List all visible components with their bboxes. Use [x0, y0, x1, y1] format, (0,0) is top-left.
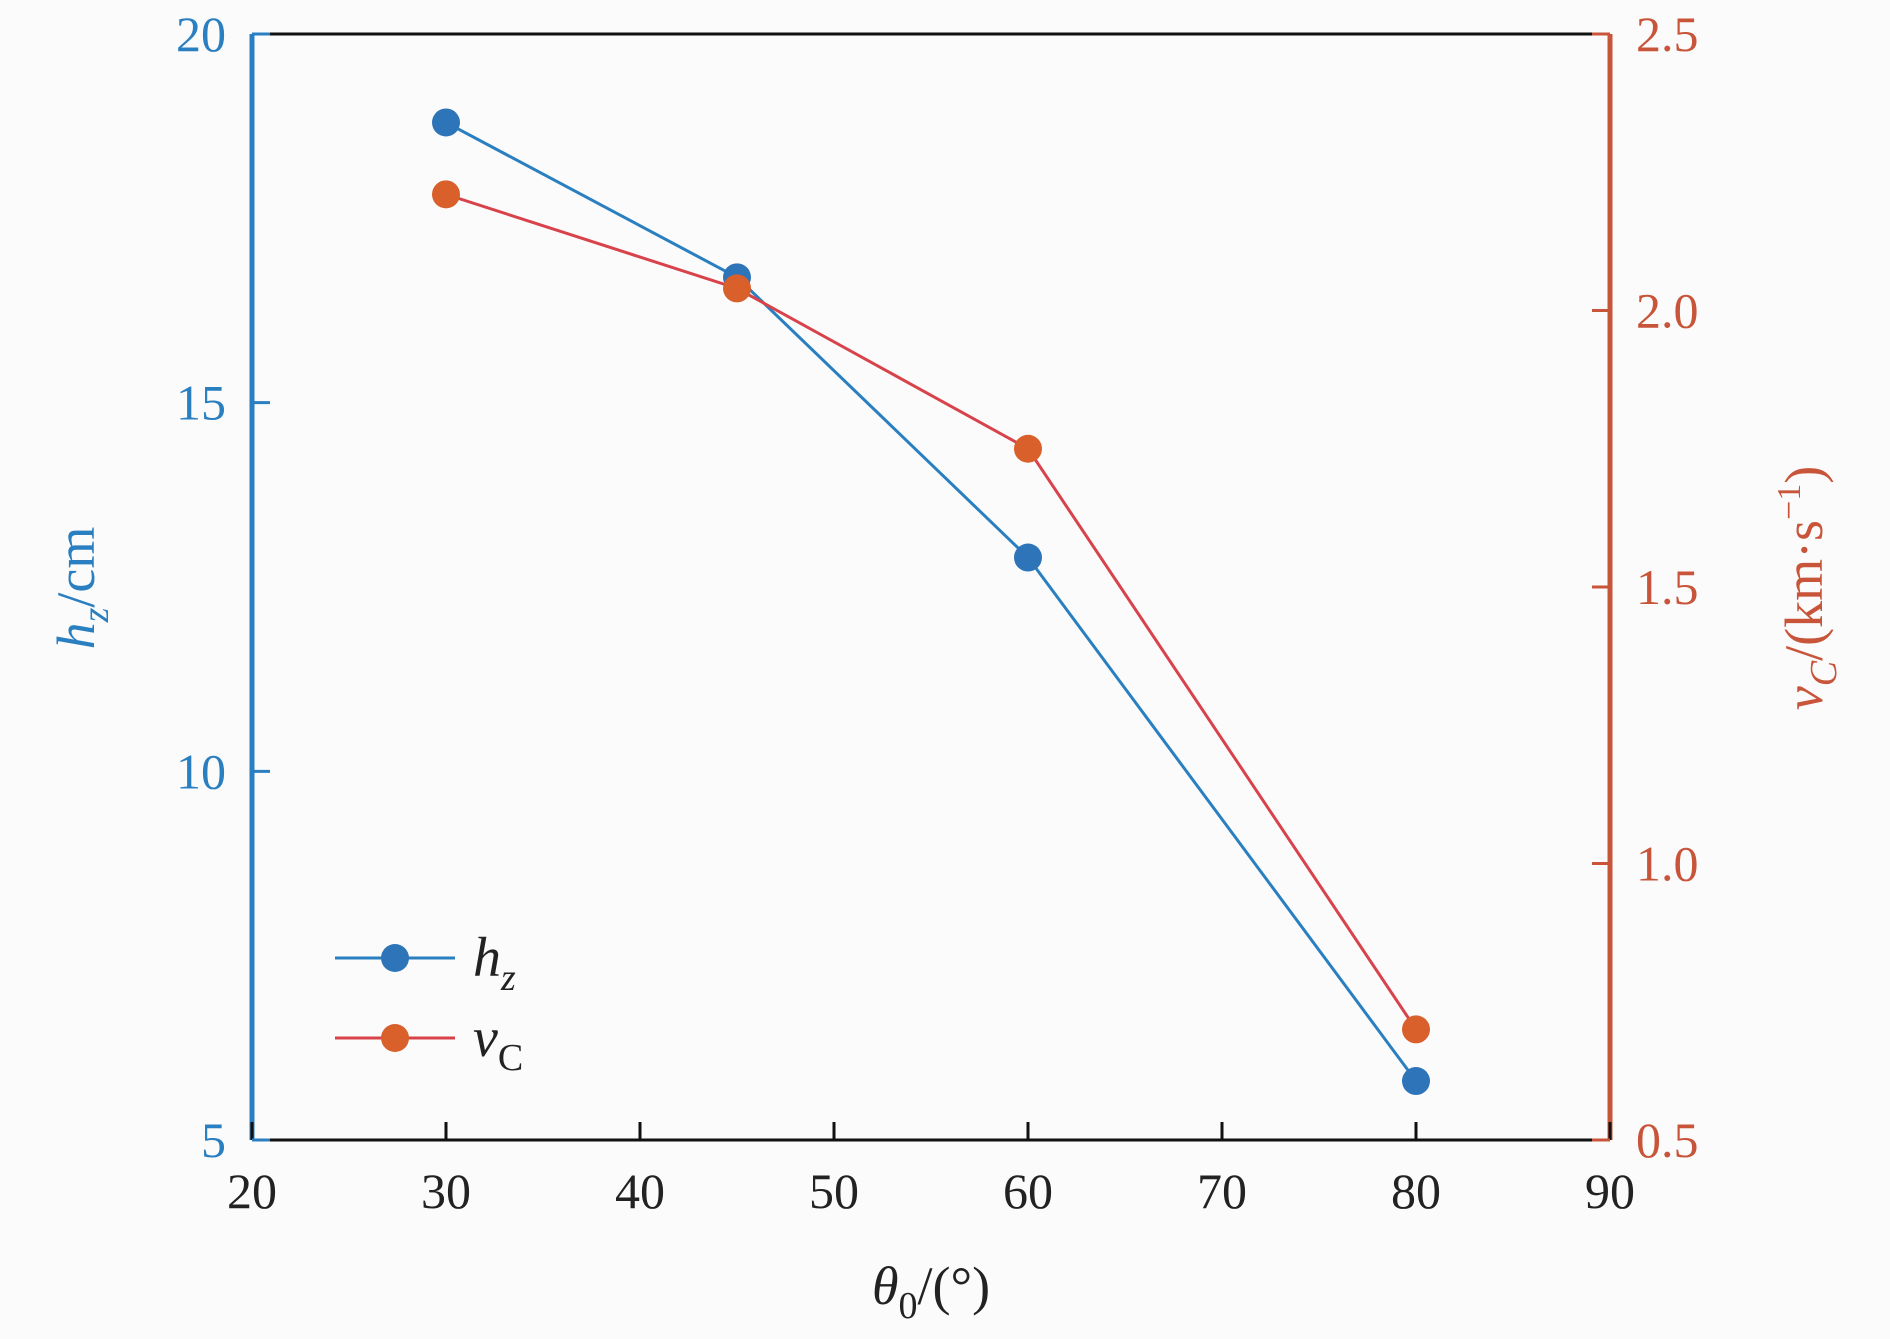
y-left-tick-label: 10: [176, 743, 226, 799]
series-line-hz: [445, 121, 1418, 1082]
y-right-title-suffix: /(km·s: [1774, 520, 1834, 661]
x-tick-label: 40: [615, 1163, 665, 1219]
y-right-tick-label: 2.0: [1636, 283, 1699, 339]
data-point-vC: [1402, 1015, 1430, 1044]
series-layer: [432, 108, 1430, 1096]
data-point-hz: [432, 108, 460, 137]
y-left-tick-label: 15: [176, 375, 226, 431]
x-axis-title: θ0/(°): [872, 1256, 990, 1327]
y-right-tick-label: 2.5: [1636, 6, 1699, 62]
data-point-vC: [432, 180, 460, 209]
y-left-tick-label: 5: [201, 1112, 226, 1168]
y-left-tick-label: 20: [176, 6, 226, 62]
y-axis-right: 0.5 1.0 1.5 2.0 2.5: [1592, 6, 1699, 1168]
x-tick-label: 90: [1585, 1163, 1635, 1219]
y-right-tick-label: 1.0: [1636, 836, 1699, 892]
data-point-vC: [1014, 434, 1042, 463]
x-title-sub: 0: [898, 1285, 917, 1327]
legend-label-sub: z: [500, 957, 516, 999]
y-right-tick-label: 1.5: [1636, 559, 1699, 615]
y-left-title-suffix: /cm: [46, 527, 106, 608]
series-line-vC: [445, 192, 1418, 1031]
y-right-tick-label: 0.5: [1636, 1112, 1699, 1168]
x-title-suffix: /(°): [917, 1256, 990, 1316]
legend-marker: [381, 944, 409, 972]
legend-label: vC: [473, 1007, 523, 1079]
y-right-title-sub: C: [1803, 660, 1845, 686]
y-right-title-main: v: [1774, 686, 1834, 710]
y-right-title-sup: −1: [1771, 484, 1808, 520]
data-point-vC: [723, 274, 751, 303]
x-tick-label: 20: [227, 1163, 277, 1219]
x-axis: 20 30 40 50 60 70 80 90: [227, 1122, 1635, 1219]
y-right-title-close: ): [1774, 466, 1834, 484]
x-title-main: θ: [872, 1256, 899, 1316]
y-left-title-main: h: [46, 622, 106, 649]
x-tick-label: 70: [1197, 1163, 1247, 1219]
y-axis-left: 5 10 15 20: [176, 6, 270, 1168]
x-tick-label: 80: [1391, 1163, 1441, 1219]
x-tick-label: 30: [421, 1163, 471, 1219]
legend-label-sub: C: [498, 1037, 523, 1079]
data-point-hz: [1014, 543, 1042, 572]
y-left-axis-title: hz/cm: [46, 527, 117, 650]
data-point-hz: [1402, 1067, 1430, 1096]
legend-marker: [381, 1024, 409, 1052]
legend-label-main: h: [473, 927, 501, 989]
x-tick-label: 50: [809, 1163, 859, 1219]
legend-label-main: v: [473, 1007, 498, 1069]
y-right-axis-title: vC/(km·s−1): [1771, 466, 1845, 711]
x-tick-label: 60: [1003, 1163, 1053, 1219]
legend-label: hz: [473, 927, 516, 999]
y-left-title-sub: z: [75, 607, 117, 623]
